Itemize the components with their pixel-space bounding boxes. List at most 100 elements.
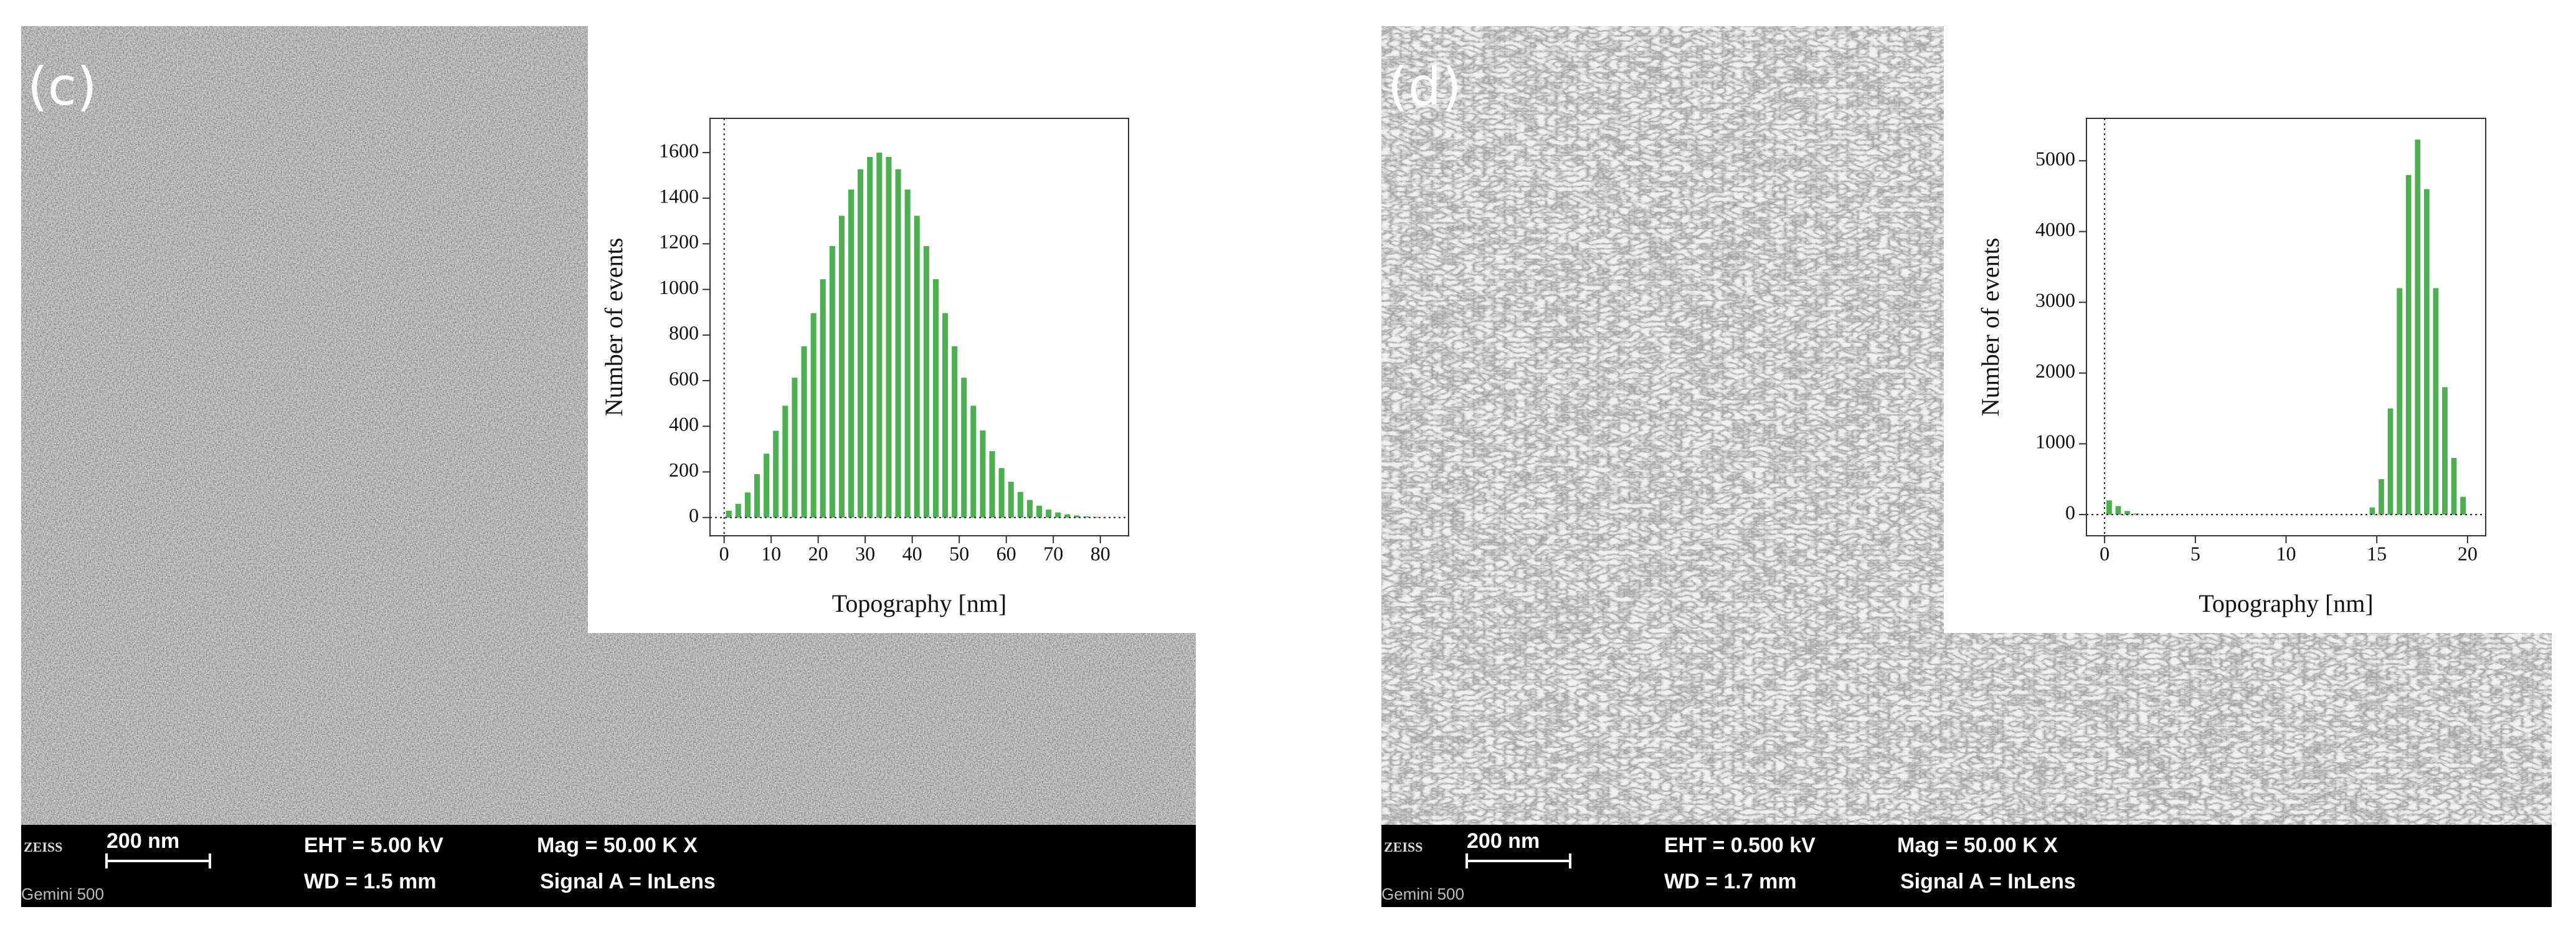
x-tick-label: 5 [2190, 542, 2200, 564]
histogram-bar [1017, 492, 1023, 518]
histogram-bar [1036, 505, 1043, 518]
histogram-bar [1064, 514, 1071, 518]
histogram-bar [932, 279, 939, 518]
histogram-bar [2405, 174, 2412, 515]
y-tick-label: 0 [2065, 501, 2075, 523]
y-tick-label: 1400 [659, 184, 699, 207]
y-tick-label: 0 [689, 504, 699, 526]
scale-label: 200 nm [1467, 829, 1540, 853]
histogram-bar [820, 279, 826, 518]
histogram-bar [2106, 500, 2112, 515]
histogram-bar [980, 430, 986, 518]
histogram-bar [829, 246, 835, 518]
eht: EHT = 0.500 kV [1664, 834, 1816, 857]
panel-label: (c) [27, 56, 97, 117]
x-axis-label: Topography [nm] [832, 589, 1006, 617]
logo: ZEISS [1384, 839, 1423, 855]
histogram-bar [773, 430, 779, 518]
x-tick-label: 40 [902, 542, 922, 564]
histogram-bar [923, 246, 929, 518]
histogram-bar [952, 346, 958, 518]
y-tick-label: 1000 [2035, 430, 2075, 453]
histogram-bar [2369, 507, 2375, 515]
histogram-bar [2451, 458, 2457, 515]
histogram-bar [2387, 408, 2394, 515]
x-tick-label: 10 [2276, 542, 2296, 564]
signal: Signal A = InLens [540, 870, 716, 893]
histogram-bar [848, 189, 855, 518]
y-tick-label: 400 [669, 413, 699, 435]
histogram-bar [2115, 506, 2121, 515]
x-tick-label: 0 [2100, 542, 2110, 564]
histogram-bar [744, 492, 751, 518]
y-tick-label: 800 [669, 321, 699, 344]
x-tick-label: 15 [2367, 542, 2387, 564]
histogram-bar [2124, 511, 2130, 515]
histogram-bar [886, 156, 892, 518]
mag: Mag = 50.00 K X [537, 834, 698, 857]
scale-label: 200 nm [107, 829, 179, 853]
histogram-bar [876, 152, 883, 518]
x-tick-label: 80 [1091, 542, 1110, 564]
y-axis-label: Number of events [1976, 238, 2004, 417]
wd: WD = 1.5 mm [304, 870, 437, 893]
eht: EHT = 5.00 kV [304, 834, 443, 857]
histogram-bar [989, 451, 995, 518]
histogram-bar [2397, 288, 2402, 515]
x-tick-label: 10 [761, 542, 781, 564]
x-tick-label: 30 [855, 542, 875, 564]
histogram-bar [1083, 516, 1089, 518]
histogram-bar [735, 503, 741, 518]
y-axis-label: Number of events [600, 238, 628, 417]
histogram-bar [858, 169, 864, 518]
histogram-bar [961, 378, 967, 518]
histogram-bar [838, 216, 845, 518]
x-tick-label: 20 [808, 542, 828, 564]
histogram-bar [970, 406, 977, 518]
histogram-bar [914, 216, 920, 518]
histogram-bar [810, 313, 817, 518]
x-tick-label: 60 [997, 542, 1016, 564]
histogram-bar [904, 189, 911, 518]
wd: WD = 1.7 mm [1664, 870, 1797, 893]
x-tick-label: 70 [1043, 542, 1063, 564]
y-tick-label: 5000 [2035, 147, 2075, 169]
y-tick-label: 2000 [2035, 359, 2075, 382]
histogram-bar [867, 156, 873, 518]
histogram-bar [764, 454, 770, 518]
histogram-bar [1026, 500, 1033, 518]
info-bar [1381, 825, 2552, 907]
histogram-bar [2379, 479, 2384, 515]
histogram-bar [2460, 497, 2466, 515]
histogram-bar [2423, 189, 2430, 515]
histogram-bar [942, 313, 949, 518]
x-axis-label: Topography [nm] [2199, 589, 2373, 617]
histogram-bar [1074, 515, 1080, 518]
histogram-bar [1008, 482, 1014, 518]
info-bar [21, 825, 1196, 907]
model: Gemini 500 [21, 885, 104, 903]
y-tick-label: 1600 [659, 139, 699, 161]
histogram-bar [1055, 512, 1061, 518]
inset [1944, 26, 2552, 633]
panel-label: (d) [1388, 56, 1462, 117]
plot-frame [709, 118, 1129, 536]
signal: Signal A = InLens [1900, 870, 2076, 893]
histogram-bar [1092, 516, 1099, 518]
histogram-bar [726, 510, 732, 518]
histogram-bar [2442, 387, 2448, 515]
y-tick-label: 200 [669, 459, 699, 481]
mag: Mag = 50.00 K X [1897, 834, 2058, 857]
histogram-bar [754, 474, 760, 518]
histogram-bar [792, 378, 798, 518]
y-tick-label: 4000 [2035, 218, 2075, 240]
y-tick-label: 1000 [659, 276, 699, 298]
histogram-bar [998, 468, 1005, 518]
x-tick-label: 0 [719, 542, 729, 564]
x-tick-label: 20 [2458, 542, 2478, 564]
y-tick-label: 1200 [659, 231, 699, 253]
histogram-bar [2433, 288, 2439, 515]
model: Gemini 500 [1381, 885, 1464, 903]
y-tick-label: 600 [669, 367, 699, 389]
